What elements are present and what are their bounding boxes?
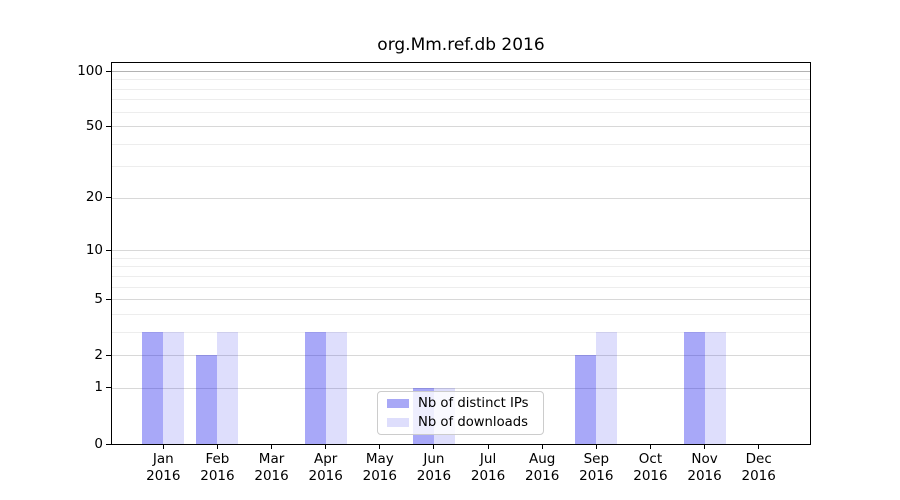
x-tick-mark	[595, 445, 597, 449]
y-tick-mark	[106, 298, 111, 300]
gridline-major	[112, 126, 810, 128]
legend-swatch-downloads	[387, 418, 409, 427]
x-tick-label: Oct 2016	[633, 451, 668, 484]
y-tick-mark	[106, 354, 111, 356]
bar-nb-of-distinct-ips-sep	[575, 355, 597, 444]
gridline-minor	[112, 143, 810, 145]
y-tick-label: 20	[85, 189, 103, 206]
gridline-major	[112, 299, 810, 301]
y-tick-label: 0	[94, 435, 103, 452]
bar-nb-of-distinct-ips-nov	[683, 331, 705, 444]
plot-area	[111, 62, 811, 445]
x-tick-mark	[433, 445, 435, 449]
gridline-minor	[112, 313, 810, 315]
gridline-minor	[112, 79, 810, 81]
bar-nb-of-downloads-sep	[596, 331, 618, 444]
bar-nb-of-downloads-apr	[325, 331, 347, 444]
y-tick-mark	[106, 249, 111, 251]
gridline-major	[112, 355, 810, 357]
gridline-minor	[112, 88, 810, 90]
gridline-minor	[112, 275, 810, 277]
bar-nb-of-distinct-ips-feb	[196, 355, 218, 444]
bar-nb-of-downloads-jan	[163, 331, 185, 444]
bar-nb-of-downloads-nov	[704, 331, 726, 444]
x-tick-mark	[379, 445, 381, 449]
gridline-major	[112, 250, 810, 252]
x-tick-label: Sep 2016	[579, 451, 614, 484]
gridline-major	[112, 197, 810, 199]
x-tick-mark	[271, 445, 273, 449]
gridline-major	[112, 387, 810, 389]
gridline-major	[112, 71, 810, 72]
x-tick-mark	[162, 445, 164, 449]
bar-nb-of-downloads-feb	[217, 331, 239, 444]
x-tick-label: Nov 2016	[687, 451, 722, 484]
legend-label-downloads: Nb of downloads	[418, 415, 528, 430]
bar-nb-of-distinct-ips-jan	[142, 331, 164, 444]
bar-nb-of-distinct-ips-apr	[304, 331, 326, 444]
gridline-minor	[112, 111, 810, 113]
gridline-minor	[112, 286, 810, 288]
x-tick-mark	[325, 445, 327, 449]
y-tick-mark	[106, 387, 111, 389]
y-tick-label: 100	[77, 62, 103, 79]
gridline-minor	[112, 331, 810, 333]
gridline-minor	[112, 166, 810, 168]
x-tick-mark	[487, 445, 489, 449]
legend-label-distinct-ips: Nb of distinct IPs	[418, 396, 529, 411]
y-tick-mark	[106, 125, 111, 127]
legend: Nb of distinct IPs Nb of downloads	[377, 391, 544, 435]
x-tick-mark	[758, 445, 760, 449]
x-tick-mark	[649, 445, 651, 449]
y-tick-label: 2	[94, 346, 103, 363]
x-tick-label: Jul 2016	[470, 451, 506, 484]
y-tick-label: 50	[85, 117, 103, 134]
x-tick-label: May 2016	[362, 451, 397, 484]
x-tick-mark	[704, 445, 706, 449]
x-tick-label: Aug 2016	[525, 451, 560, 484]
x-tick-label: Jan 2016	[146, 451, 181, 484]
gridline-minor	[112, 257, 810, 259]
chart-title: org.Mm.ref.db 2016	[377, 35, 545, 55]
legend-entry-distinct-ips: Nb of distinct IPs	[387, 396, 543, 411]
legend-entry-downloads: Nb of downloads	[387, 415, 543, 430]
y-tick-mark	[106, 70, 111, 72]
y-tick-label: 10	[85, 241, 103, 258]
x-tick-mark	[541, 445, 543, 449]
x-tick-label: Feb 2016	[200, 451, 235, 484]
gridline-minor	[112, 99, 810, 101]
y-tick-mark	[106, 197, 111, 199]
y-tick-mark	[106, 443, 111, 445]
y-tick-label: 1	[94, 379, 103, 396]
x-tick-mark	[216, 445, 218, 449]
x-tick-label: Mar 2016	[254, 451, 289, 484]
y-tick-label: 5	[94, 290, 103, 307]
gridline-minor	[112, 266, 810, 268]
x-tick-label: Dec 2016	[741, 451, 776, 484]
x-tick-label: Apr 2016	[308, 451, 343, 484]
x-tick-label: Jun 2016	[416, 451, 452, 484]
legend-swatch-distinct-ips	[387, 399, 409, 408]
